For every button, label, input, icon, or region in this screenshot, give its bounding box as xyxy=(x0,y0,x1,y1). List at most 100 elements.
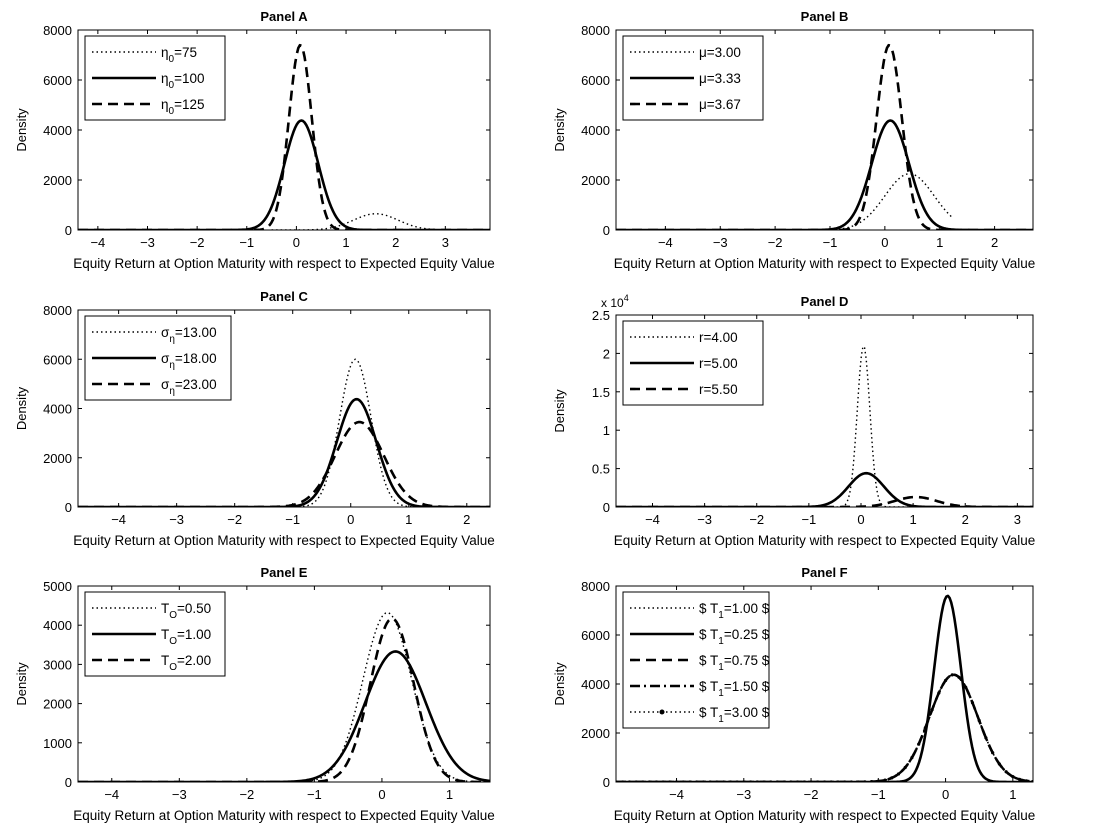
legend-entry: TO=2.00 xyxy=(161,653,211,673)
y-tick-label: 0.5 xyxy=(592,462,610,477)
y-tick-label: 8000 xyxy=(43,303,72,318)
series-marker xyxy=(937,691,941,695)
x-tick-label: −3 xyxy=(697,512,712,527)
legend-entry: ση=23.00 xyxy=(161,377,217,397)
x-tick-label: −2 xyxy=(749,512,764,527)
x-tick-label: 1 xyxy=(936,235,943,250)
legend-entry: $ T1=1.00 $ xyxy=(699,601,770,621)
y-tick-label: 0 xyxy=(603,223,610,238)
x-tick-label: −3 xyxy=(169,512,184,527)
legend-entry: $ T1=3.00 $ xyxy=(699,705,770,725)
y-tick-label: 8000 xyxy=(43,23,72,38)
series-line-2 xyxy=(616,119,1033,230)
x-tick-label: −1 xyxy=(307,787,322,802)
y-tick-label: 1000 xyxy=(43,736,72,751)
series-marker xyxy=(748,780,753,782)
panel-title: Panel E xyxy=(261,565,308,580)
series-marker xyxy=(829,780,833,782)
series-marker xyxy=(668,780,672,782)
panel-title: Panel B xyxy=(801,9,849,24)
series-marker xyxy=(1017,777,1022,781)
y-tick-label: 8000 xyxy=(581,23,610,38)
series-line-3 xyxy=(78,617,490,782)
x-tick-label: 3 xyxy=(1014,512,1021,527)
series-marker xyxy=(735,780,739,782)
legend-entry: η0=100 xyxy=(161,71,205,91)
series-marker xyxy=(890,776,894,780)
series-marker xyxy=(863,780,867,782)
y-tick-label: 6000 xyxy=(581,628,610,643)
x-tick-label: −1 xyxy=(801,512,816,527)
series-marker xyxy=(722,780,726,782)
series-line-2 xyxy=(78,397,490,507)
series-marker xyxy=(775,780,780,782)
series-marker xyxy=(755,780,759,782)
x-tick-label: −1 xyxy=(239,235,254,250)
x-tick-label: 1 xyxy=(446,787,453,802)
series-marker xyxy=(856,780,860,782)
y-tick-label: 2000 xyxy=(43,451,72,466)
series-marker xyxy=(681,780,685,782)
series-marker xyxy=(795,780,800,782)
y-tick-label: 1 xyxy=(603,423,610,438)
y-tick-label: 6000 xyxy=(43,73,72,88)
series-marker xyxy=(616,780,618,782)
x-tick-label: −4 xyxy=(645,512,660,527)
y-tick-label: 4000 xyxy=(43,618,72,633)
x-tick-label: −3 xyxy=(140,235,155,250)
y-tick-label: 2000 xyxy=(43,173,72,188)
x-tick-label: −4 xyxy=(111,512,126,527)
x-tick-label: 3 xyxy=(442,235,449,250)
series-marker xyxy=(984,736,988,740)
x-tick-label: −2 xyxy=(804,787,819,802)
x-tick-label: −3 xyxy=(713,235,728,250)
series-marker xyxy=(816,780,820,782)
series-marker xyxy=(1011,774,1015,779)
series-marker xyxy=(762,780,766,782)
y-tick-label: 5000 xyxy=(43,579,72,594)
series-marker xyxy=(943,678,948,683)
series-marker xyxy=(977,718,981,723)
series-marker xyxy=(923,726,927,730)
x-tick-label: −4 xyxy=(669,787,684,802)
x-axis-label: Equity Return at Option Maturity with re… xyxy=(614,256,1035,271)
legend-entry: r=5.50 xyxy=(699,382,738,397)
legend-entry: r=4.00 xyxy=(699,330,738,345)
x-tick-label: 0 xyxy=(347,512,354,527)
legend-entry: ση=18.00 xyxy=(161,351,217,371)
series-marker xyxy=(997,762,1001,766)
x-tick-label: −2 xyxy=(227,512,242,527)
series-marker xyxy=(896,772,901,776)
x-tick-label: 2 xyxy=(962,512,969,527)
series-marker xyxy=(950,673,954,677)
panel-title: Panel F xyxy=(801,565,847,580)
legend-entry: $ T1=0.25 $ xyxy=(699,627,770,647)
series-marker xyxy=(876,779,880,782)
y-tick-label: 3000 xyxy=(43,657,72,672)
x-axis-label: Equity Return at Option Maturity with re… xyxy=(614,533,1035,548)
x-tick-label: −4 xyxy=(90,235,105,250)
series-line-1 xyxy=(802,173,954,230)
x-axis-label: Equity Return at Option Maturity with re… xyxy=(73,533,494,548)
panel-title: Panel D xyxy=(801,294,849,309)
y-tick-label: 2000 xyxy=(581,726,610,741)
series-marker xyxy=(917,742,921,746)
y-axis-label: Density xyxy=(552,108,567,152)
panel-e: Panel E −4 −3 −2 −1 0 1 0 1000 2000 3000 4000 5000 De… xyxy=(14,565,495,823)
y-tick-label: 2000 xyxy=(581,173,610,188)
x-tick-label: −2 xyxy=(190,235,205,250)
x-axis-label: Equity Return at Option Maturity with re… xyxy=(614,808,1035,823)
series-marker xyxy=(688,780,692,782)
series-marker xyxy=(789,780,793,782)
panel-c: Panel C −4 −3 −2 −1 0 1 2 0 2000 4000 6000 8000 Densi… xyxy=(14,289,495,548)
panel-b: Panel B −4 −3 −2 −1 0 1 2 0 2000 4000 6000 8000 Densi… xyxy=(552,9,1035,271)
series-marker xyxy=(769,780,773,782)
x-tick-label: −1 xyxy=(871,787,886,802)
x-tick-label: 0 xyxy=(293,235,300,250)
y-axis-label: Density xyxy=(552,662,567,706)
legend-entry: TO=1.00 xyxy=(161,627,211,647)
y-tick-label: 0 xyxy=(65,775,72,790)
y-tick-label: 0 xyxy=(65,500,72,515)
legend-entry: μ=3.33 xyxy=(699,71,741,86)
series-marker xyxy=(708,780,712,782)
